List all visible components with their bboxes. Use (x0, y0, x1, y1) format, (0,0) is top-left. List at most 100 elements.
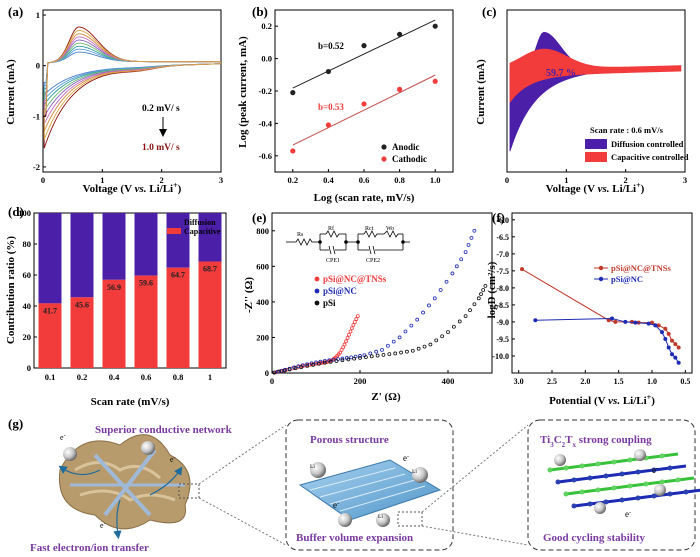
impedance-point (368, 351, 373, 356)
bar-diffusion (166, 213, 190, 268)
impedance-point (346, 357, 351, 362)
electron-label: e- (403, 453, 409, 463)
x-tick-label: 0.8 (173, 372, 184, 382)
lattice-atom (611, 459, 617, 465)
lattice-atom (603, 499, 609, 505)
x-tick-label: 0.2 (287, 175, 298, 185)
bar-diffusion (38, 213, 62, 304)
y-tick-label: -8.5 (496, 301, 509, 310)
lithium-sphere (594, 502, 606, 514)
circuit-node (344, 240, 348, 244)
annotation-high-rate: 1.0 mV/ s (142, 143, 180, 153)
lattice-atom (547, 467, 553, 473)
lattice-bond (613, 458, 631, 464)
impedance-point (363, 355, 368, 360)
impedance-point (440, 334, 445, 339)
lattice-bond (589, 474, 607, 480)
impedance-point (385, 343, 390, 348)
impedance-point (275, 369, 280, 374)
circuit-label-wo: Wo (386, 226, 394, 232)
middle-title: Porous structure (310, 434, 389, 446)
bar-value-label: 41.7 (43, 306, 57, 315)
impedance-point (322, 360, 327, 365)
bar-capacitive (134, 275, 158, 368)
x-tick-label: 1.0 (430, 175, 441, 185)
plot-frame-d (33, 212, 227, 369)
right-caption: Good cycling stability (543, 532, 646, 544)
panel-label-g: (g) (8, 416, 23, 431)
lattice-bond (637, 494, 655, 500)
capacitive-area (509, 48, 682, 104)
impedance-point (446, 330, 450, 335)
impedance-point (476, 296, 481, 301)
circuit-label-rct: Rct (365, 226, 374, 232)
impedance-point (434, 338, 439, 343)
panel-d-bar-chart: (d) 41.745.656.9 59.664.768.7 02040608010… (5, 204, 227, 408)
electron-label: e- (625, 509, 631, 519)
impedance-point (348, 329, 353, 334)
lattice-atom (635, 469, 641, 475)
x-tick-label: 0.6 (141, 372, 152, 382)
bar-value-label: 64.7 (171, 271, 185, 280)
impedance-point (277, 369, 282, 374)
y-axis-label-a: Current (mA) (5, 59, 17, 125)
legend-label-capacitive-d: Capacitive (184, 227, 221, 236)
impedance-point (403, 329, 408, 334)
legend-marker-cathodic (381, 156, 387, 162)
impedance-point (427, 303, 431, 308)
y-tick-label: -0.6 (259, 151, 272, 161)
legend-marker-nc-f (598, 276, 604, 282)
log-scatter-group (290, 19, 438, 154)
x-tick-label: 0.4 (109, 372, 120, 382)
lattice-atom (627, 457, 633, 463)
data-point (432, 23, 438, 29)
panel-e-nyquist: (e) 0 200 400 0 200 400 600 800 -Z'' (Ω) Z' (Ω) (243, 210, 493, 403)
x-tick-label: 200 (354, 376, 367, 386)
fit-line (292, 74, 436, 146)
middle-caption: Buffer volume expansion (296, 532, 413, 544)
series-point (663, 326, 668, 331)
series-point (533, 318, 538, 323)
x-axis-label-c: Voltage (V vs. Li/Li+) (546, 181, 645, 196)
axis-ticks-f: 3.0 2.5 2.0 1.5 1.0 0.5 -6.0 -6.5 -7.0 -7.5 -8.0 -8… (492, 216, 690, 386)
y-tick-label: 800 (256, 226, 269, 236)
data-point (432, 78, 438, 84)
bar-value-label: 68.7 (203, 265, 217, 274)
impedance-point (350, 326, 354, 331)
impedance-point (416, 346, 421, 351)
impedance-point (451, 324, 456, 329)
impedance-point (340, 356, 345, 361)
panel-c-contribution-cv: (c) 0 1 2 3 Current (mA) Voltage (V vs. Li/… (475, 4, 689, 195)
lattice-atom (651, 467, 657, 473)
lattice-atom (579, 463, 585, 469)
lithium-sphere (554, 454, 566, 466)
lattice-atom (659, 453, 665, 459)
legend-label-nc: pSi@NC (323, 286, 357, 296)
y-tick-label: 80 (23, 239, 32, 249)
impedance-point (463, 250, 468, 255)
impedance-point (415, 317, 420, 322)
impedance-point (358, 355, 362, 360)
lattice-bond (661, 478, 679, 484)
data-point (290, 90, 296, 96)
legend-marker-tnss (314, 276, 320, 282)
y-axis-label-b: Log (peak current, mA) (237, 36, 249, 148)
series-point (676, 345, 681, 350)
impedance-point (349, 355, 354, 360)
slope-label-cathodic: b=0.53 (318, 102, 344, 112)
impedance-point (380, 347, 384, 352)
legend-swatch-diffusion-d (167, 219, 181, 225)
lithium-ion-label: Li (378, 514, 383, 520)
legend-swatch-diffusion (585, 139, 607, 149)
impedance-point (352, 320, 357, 324)
lattice-bond (645, 480, 663, 486)
lattice-bond (581, 488, 599, 494)
zoom-connector (198, 424, 287, 485)
y-axis-label-f: logD (cm²/s) (486, 261, 498, 318)
series-point (633, 320, 638, 325)
series-point (650, 320, 654, 325)
series-point (670, 338, 674, 343)
series-point (646, 321, 651, 326)
lattice-atom (595, 487, 601, 493)
lithium-sphere (634, 449, 646, 461)
